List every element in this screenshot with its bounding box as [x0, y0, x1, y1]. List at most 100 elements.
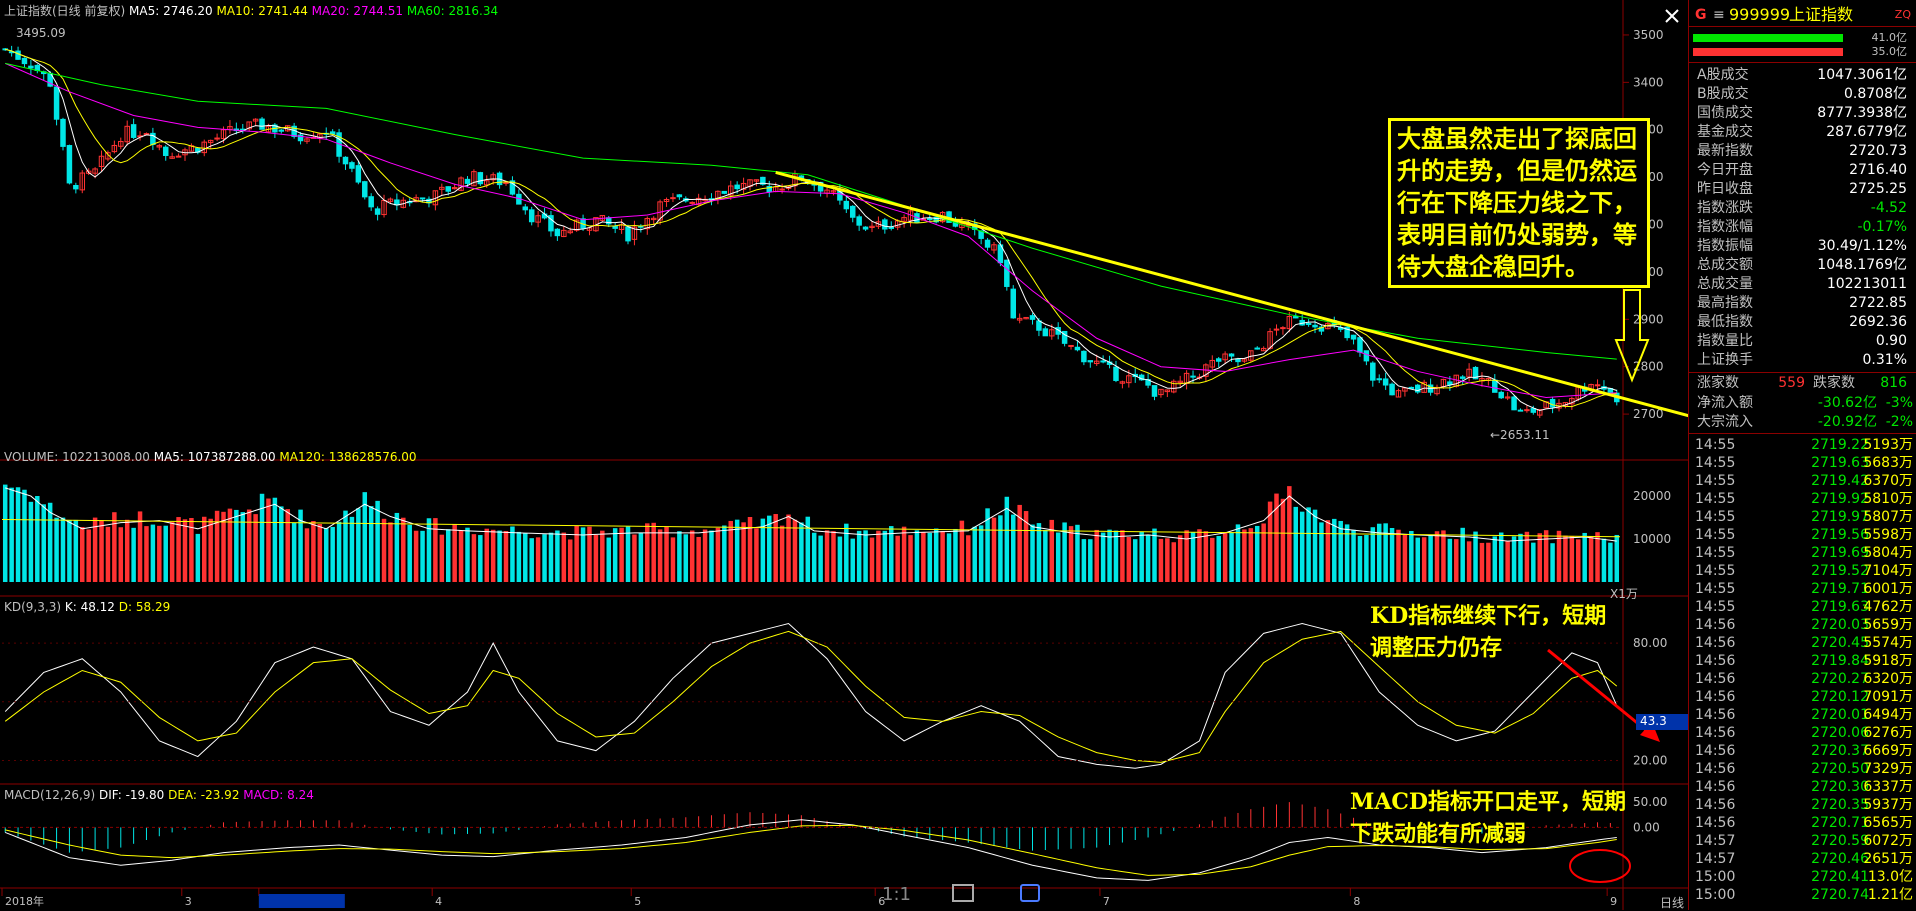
ma60-line: [5, 62, 1617, 360]
volume-bar: [1434, 531, 1440, 582]
tick-row: 14:56 2720.37 6669万: [1689, 742, 1916, 760]
volume-bar: [1486, 542, 1491, 582]
stat-row: 昨日收盘 2725.25: [1689, 180, 1916, 198]
volume-bar: [1563, 535, 1568, 582]
date-tick-label: 3: [185, 895, 192, 908]
volume-bar: [619, 527, 624, 582]
volume-bar: [478, 535, 483, 582]
candle-body: [1549, 398, 1556, 408]
candle-body: [362, 181, 368, 198]
candle-body: [1408, 386, 1415, 389]
volume-bar: [1550, 543, 1555, 582]
volume-bar: [702, 529, 708, 582]
candle-body: [567, 230, 573, 234]
tick-time: 14:55: [1695, 473, 1736, 489]
candle-body: [490, 174, 496, 181]
stat-value: 0.90: [1875, 333, 1907, 349]
volume-bar: [221, 511, 226, 582]
stat-row: 最低指数 2692.36: [1689, 313, 1916, 331]
date-tick-label: 4: [435, 895, 442, 908]
candle-body: [220, 129, 227, 140]
candle-body: [927, 218, 933, 221]
period-label[interactable]: 日线: [1660, 896, 1685, 910]
volume-bar: [124, 519, 130, 582]
stat-row: A股成交 1047.3061亿: [1689, 66, 1916, 84]
volume-bar: [401, 517, 406, 582]
volume-bar: [60, 517, 66, 582]
tick-time: 14:56: [1695, 671, 1736, 687]
main-annotation-line: 升的走势，但是仍然运: [1397, 156, 1637, 185]
candle-body: [1312, 324, 1318, 328]
candle-body: [85, 170, 92, 174]
volume-bar: [1036, 523, 1042, 582]
volume-bar: [760, 518, 766, 582]
tick-time: 14:55: [1695, 527, 1736, 543]
zoom-label[interactable]: 1:1: [882, 884, 911, 905]
stat-row: 总成交量 102213011: [1689, 275, 1916, 293]
candle-body: [1036, 320, 1042, 331]
macd-value: MACD: 8.24: [243, 788, 314, 802]
volume-bar: [1177, 535, 1183, 582]
volume-bar: [176, 517, 181, 582]
candle-body: [1151, 385, 1158, 397]
volume-bar: [1248, 528, 1254, 582]
candle-body: [670, 197, 676, 200]
tick-volume: 2651万: [1863, 851, 1913, 867]
draw-tool-icon[interactable]: [1020, 884, 1040, 902]
volume-bar: [1556, 530, 1562, 582]
price-tick-label: 3400: [1633, 75, 1664, 89]
volume-bar: [856, 530, 862, 582]
volume-bar: [1338, 520, 1343, 582]
volume-bar: [452, 524, 457, 582]
flow-value: -20.92亿: [1817, 414, 1877, 430]
candle-body: [1492, 379, 1498, 393]
volume-bar: [567, 539, 573, 582]
date-tick-label: 6: [878, 895, 885, 908]
menu-icon[interactable]: ≡: [1713, 7, 1725, 23]
stat-row: 指数涨幅 -0.17%: [1689, 218, 1916, 236]
volume-bar: [638, 532, 644, 582]
volume-bar: [317, 523, 323, 582]
tick-price: 2720.30: [1811, 779, 1869, 795]
tick-time: 14:55: [1695, 599, 1736, 615]
tick-price: 2719.42: [1811, 473, 1869, 489]
price-tick-label: 2800: [1633, 360, 1664, 374]
date-tick-label: 9: [1610, 895, 1617, 908]
tick-time: 14:55: [1695, 545, 1736, 561]
volume-bar: [112, 512, 117, 582]
fullscreen-icon[interactable]: [952, 884, 974, 902]
tick-time: 14:56: [1695, 617, 1736, 633]
candle-body: [548, 215, 554, 232]
volume-bar: [516, 531, 522, 582]
volume-bar: [786, 514, 791, 582]
volume-bar: [266, 498, 271, 582]
macd-header: MACD(12,26,9) DIF: -19.80 DEA: -23.92 MA…: [4, 788, 314, 802]
volume-bar: [728, 520, 733, 582]
candle-body: [1177, 380, 1183, 384]
volume-bar: [548, 532, 554, 582]
tick-volume: 4762万: [1863, 599, 1913, 615]
dea-value: DEA: -23.92: [168, 788, 240, 802]
volume-bar: [1023, 511, 1029, 582]
volume-bar: [381, 518, 387, 582]
volume-bar: [696, 536, 701, 582]
tick-volume: 5804万: [1863, 545, 1913, 561]
volume-bar: [67, 520, 72, 582]
price-tick-label: 2900: [1633, 312, 1664, 326]
volume-bar: [214, 510, 220, 582]
price-tick-label: 2700: [1633, 407, 1664, 421]
tick-volume: 1.21亿: [1867, 887, 1913, 903]
main-header: 上证指数(日线 前复权) MA5: 2746.20 MA10: 2741.44 …: [4, 2, 498, 19]
tick-price: 2720.27: [1811, 671, 1869, 687]
tick-price: 2720.35: [1811, 797, 1869, 813]
volume-bar: [805, 516, 811, 582]
volume-bar: [606, 537, 611, 582]
divider: [1689, 26, 1916, 27]
volume-bar: [323, 527, 329, 582]
volume-bar: [291, 522, 297, 582]
sidebar-title: G ≡ 999999 上证指数 ZQ: [1689, 4, 1916, 26]
candle-body: [554, 228, 561, 237]
candle-body: [278, 129, 285, 132]
index-label: 上证指数(日线 前复权): [4, 4, 126, 18]
volume-bar: [657, 529, 663, 582]
